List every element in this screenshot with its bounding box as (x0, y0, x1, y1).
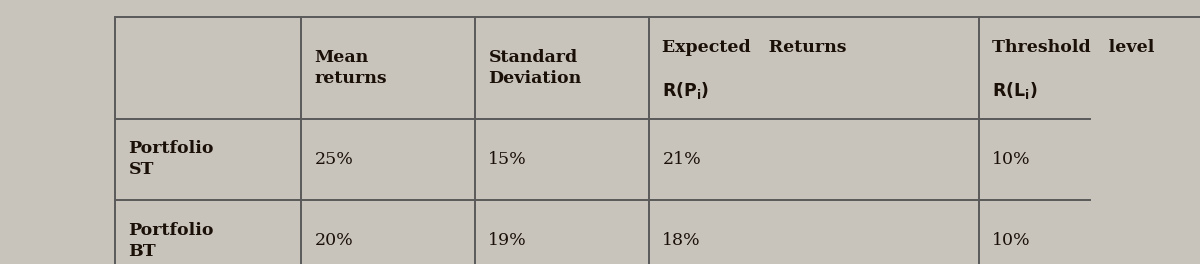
Text: Standard
Deviation: Standard Deviation (488, 49, 582, 87)
Text: 18%: 18% (662, 232, 701, 249)
Text: 21%: 21% (662, 151, 701, 168)
Text: 15%: 15% (488, 151, 527, 168)
Text: $\mathbf{R(P}_\mathbf{i}\mathbf{)}$: $\mathbf{R(P}_\mathbf{i}\mathbf{)}$ (662, 80, 709, 101)
Text: 10%: 10% (992, 151, 1031, 168)
Text: Threshold   level: Threshold level (992, 39, 1154, 56)
Text: 20%: 20% (314, 232, 353, 249)
Text: Portfolio
BT: Portfolio BT (128, 221, 214, 260)
Text: 10%: 10% (992, 232, 1031, 249)
Text: $\mathbf{R(L}_\mathbf{i}\mathbf{)}$: $\mathbf{R(L}_\mathbf{i}\mathbf{)}$ (992, 80, 1038, 101)
Text: 25%: 25% (314, 151, 353, 168)
Text: Portfolio
ST: Portfolio ST (128, 140, 214, 178)
Text: Expected   Returns: Expected Returns (662, 39, 847, 56)
Text: 19%: 19% (488, 232, 527, 249)
Text: Mean
returns: Mean returns (314, 49, 388, 87)
